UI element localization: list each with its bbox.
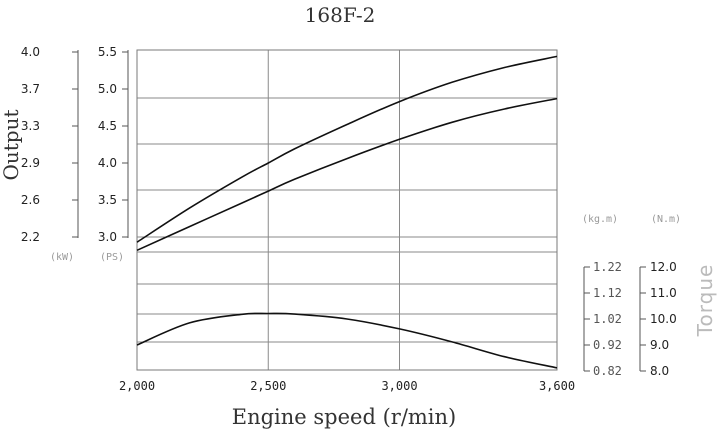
- kw-tick-label: 2.6: [21, 193, 40, 207]
- x-tick-label: 3,600: [539, 379, 575, 393]
- x-axis-label: Engine speed (r/min): [232, 405, 457, 429]
- kw-tick-label: 3.3: [21, 119, 40, 133]
- kw-tick-labels: 4.0 3.7 3.3 2.9 2.6 2.2: [21, 45, 78, 244]
- x-tick-label: 3,000: [381, 379, 417, 393]
- kgm-tick-labels: 1.22 1.12 1.02 0.92 0.82: [584, 260, 622, 378]
- ps-tick-label: 3.0: [98, 230, 117, 244]
- torque-axis-label: Torque: [693, 264, 717, 338]
- output-axes: Output 4.0 3.7 3.3 2.9 2.6 2.2 5.5 5.0 4.5 4.0 3.…: [0, 45, 129, 263]
- kw-tick-label: 3.7: [21, 82, 40, 96]
- ps-tick-label: 4.0: [98, 156, 117, 170]
- kw-tick-label: 2.2: [21, 230, 40, 244]
- kw-tick-label: 2.9: [21, 156, 40, 170]
- ps-unit-label: (PS): [100, 252, 124, 263]
- torque-axes: (kg.m) (N.m) Torque 1.22 1.12 1.02 0.92 0.82…: [582, 214, 717, 378]
- nm-tick-labels: 12.0 11.0 10.0 9.0 8.0: [640, 260, 677, 378]
- ps-tick-label: 4.5: [98, 119, 117, 133]
- kw-output-curve: [136, 97, 558, 252]
- nm-tick-label: 11.0: [650, 286, 677, 300]
- plot-grid: [137, 50, 557, 370]
- kw-tick-label: 4.0: [21, 45, 40, 59]
- nm-unit-label: (N.m): [651, 214, 681, 225]
- curves-layer: [136, 55, 558, 369]
- ps-tick-labels: 5.5 5.0 4.5 4.0 3.5 3.0: [98, 45, 128, 244]
- nm-tick-label: 8.0: [650, 364, 669, 378]
- ps-tick-label: 3.5: [98, 193, 117, 207]
- kgm-tick-label: 0.82: [593, 364, 622, 378]
- torque-curve: [136, 312, 558, 369]
- x-tick-label: 2,500: [250, 379, 286, 393]
- x-tick-label: 2,000: [119, 379, 155, 393]
- kw-unit-label: (kW): [50, 252, 74, 263]
- kgm-tick-label: 0.92: [593, 338, 622, 352]
- x-tick-labels: 2,000 2,500 3,000 3,600: [119, 379, 575, 393]
- ps-tick-label: 5.5: [98, 45, 117, 59]
- kgm-unit-label: (kg.m): [582, 214, 618, 225]
- kgm-tick-label: 1.02: [593, 312, 622, 326]
- kgm-tick-label: 1.22: [593, 260, 622, 274]
- plot-frame: [136, 49, 558, 371]
- nm-tick-label: 10.0: [650, 312, 677, 326]
- nm-tick-label: 9.0: [650, 338, 669, 352]
- output-axis-label: Output: [0, 109, 23, 180]
- ps-tick-label: 5.0: [98, 82, 117, 96]
- ps-output-curve: [136, 55, 558, 243]
- chart-title: 168F-2: [305, 3, 376, 27]
- kgm-tick-label: 1.12: [593, 286, 622, 300]
- nm-tick-label: 12.0: [650, 260, 677, 274]
